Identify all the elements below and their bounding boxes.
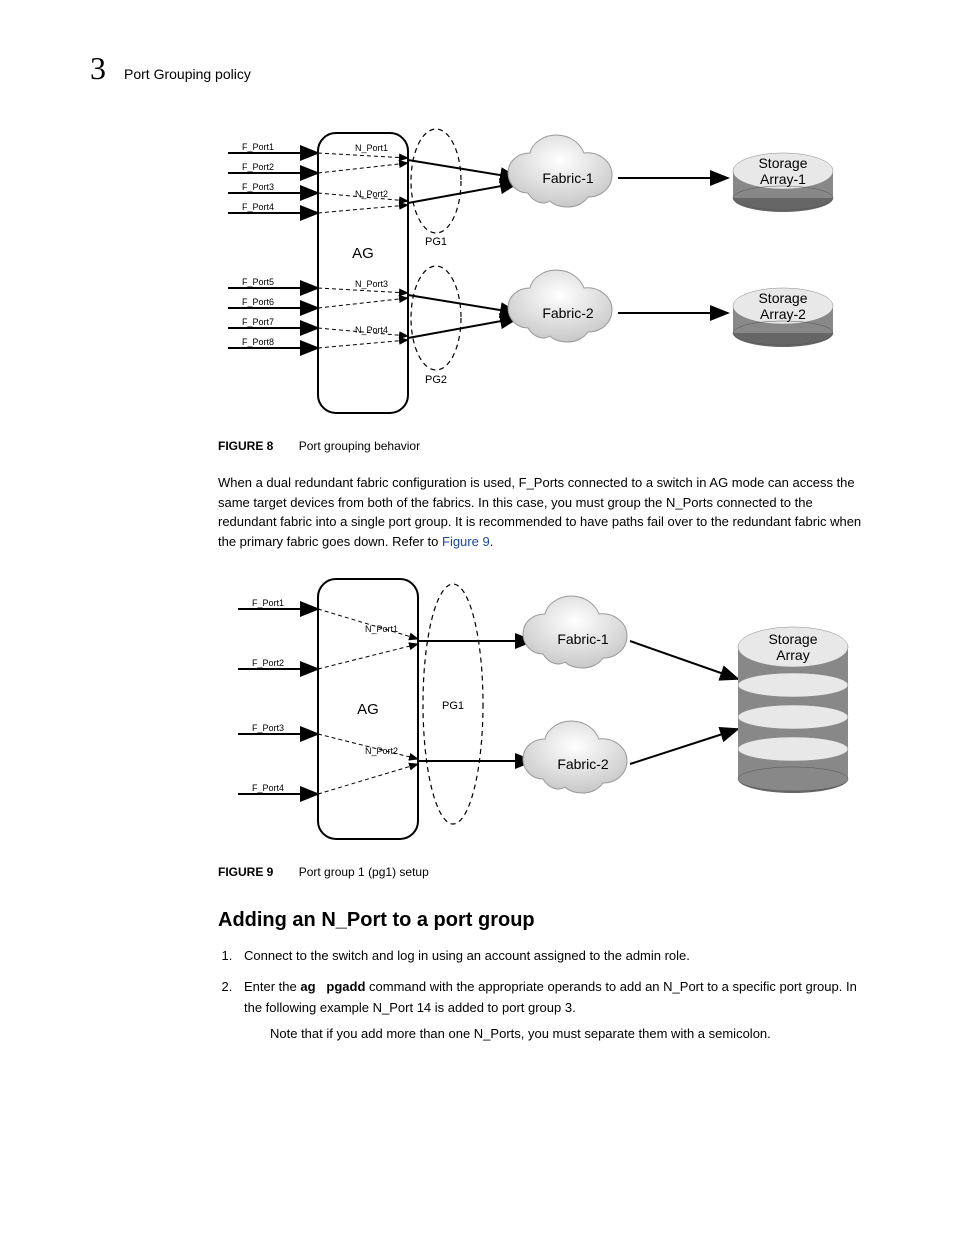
ag-label: AG: [352, 245, 374, 262]
storage1-line2: Array-1: [760, 171, 806, 187]
fig9-nport1: N_Port1: [365, 624, 398, 634]
step2-cmd2: pgadd: [326, 979, 365, 994]
nport2-label: N_Port2: [355, 189, 388, 199]
fig9-nport2: N_Port2: [365, 746, 398, 756]
para1-before: When a dual redundant fabric configurati…: [218, 475, 861, 549]
para1-after: .: [490, 534, 494, 549]
fport1-label: F_Port1: [242, 142, 274, 152]
nport1-label: N_Port1: [355, 143, 388, 153]
figure9-caption-label: FIGURE 9: [218, 865, 273, 879]
nport4-label: N_Port4: [355, 325, 388, 335]
fig9-fabric1: Fabric-1: [557, 631, 609, 647]
fport6-label: F_Port6: [242, 297, 274, 307]
fig9-storage-line2: Array: [776, 647, 809, 663]
fig9-storage-line1: Storage: [768, 631, 817, 647]
pg1-label: PG1: [425, 236, 447, 248]
figure8-caption-text: Port grouping behavior: [299, 439, 420, 453]
figure9-caption: FIGURE 9 Port group 1 (pg1) setup: [218, 865, 864, 879]
paragraph-1: When a dual redundant fabric configurati…: [218, 473, 864, 551]
fig9-fport1: F_Port1: [252, 598, 284, 608]
step2-before: Enter the: [244, 979, 300, 994]
fig9-ag-label: AG: [357, 701, 379, 718]
pg2-label: PG2: [425, 374, 447, 386]
chapter-number: 3: [90, 50, 106, 87]
storage2-line1: Storage: [758, 290, 807, 306]
fig9-fabric2: Fabric-2: [557, 756, 609, 772]
fig9-fport3: F_Port3: [252, 723, 284, 733]
figure8-caption-label: FIGURE 8: [218, 439, 273, 453]
fport2-label: F_Port2: [242, 162, 274, 172]
storage1-line1: Storage: [758, 155, 807, 171]
figure8-caption: FIGURE 8 Port grouping behavior: [218, 439, 864, 453]
figure-9-diagram: AG F_Port1 F_Port2 F_Port3 F_Port4 N_: [218, 569, 858, 849]
page-header: 3 Port Grouping policy: [90, 50, 864, 87]
fport7-label: F_Port7: [242, 317, 274, 327]
fabric1-label: Fabric-1: [542, 170, 594, 186]
fport3-label: F_Port3: [242, 182, 274, 192]
fabric2-label: Fabric-2: [542, 305, 594, 321]
fig9-fport4: F_Port4: [252, 783, 284, 793]
figure9-caption-text: Port group 1 (pg1) setup: [299, 865, 429, 879]
storage2-line2: Array-2: [760, 306, 806, 322]
step-2: Enter the ag pgadd command with the appr…: [236, 977, 864, 1044]
fport5-label: F_Port5: [242, 277, 274, 287]
header-title: Port Grouping policy: [124, 66, 251, 82]
fig9-fport2: F_Port2: [252, 658, 284, 668]
figure9-link[interactable]: Figure 9: [442, 534, 490, 549]
fport8-label: F_Port8: [242, 337, 274, 347]
fig9-pg1-label: PG1: [442, 700, 464, 712]
figure-8-diagram: AG F_Port1 F_Port2 F_Port3 F_Port4 F_Por…: [218, 123, 858, 423]
fport4-label: F_Port4: [242, 202, 274, 212]
section-heading: Adding an N_Port to a port group: [218, 909, 864, 932]
step2-note: Note that if you add more than one N_Por…: [270, 1024, 864, 1044]
step2-cmd1: ag: [300, 979, 319, 994]
step-1: Connect to the switch and log in using a…: [236, 946, 864, 967]
nport3-label: N_Port3: [355, 279, 388, 289]
steps-list: Connect to the switch and log in using a…: [236, 946, 864, 1044]
